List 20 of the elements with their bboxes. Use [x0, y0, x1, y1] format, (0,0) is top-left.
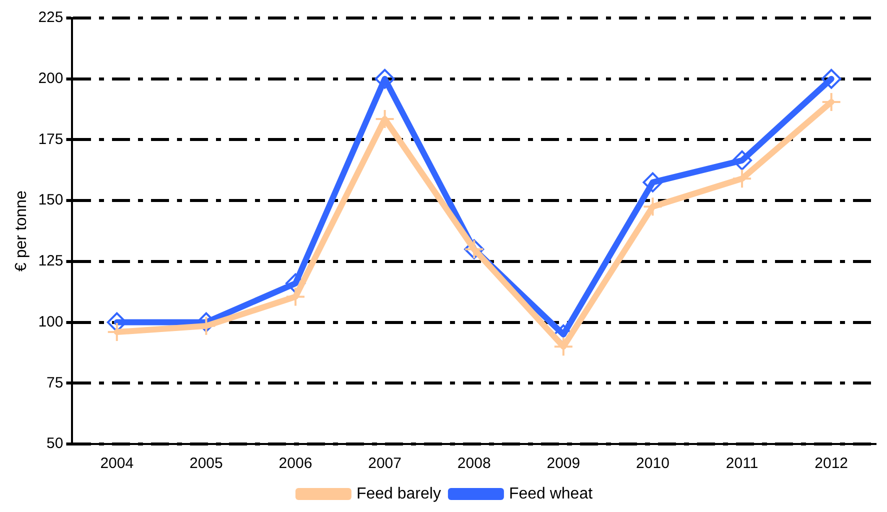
- legend-label: Feed barely: [356, 485, 441, 502]
- x-tick-label: 2011: [726, 455, 758, 472]
- x-tick-label: 2010: [636, 455, 670, 472]
- x-tick-label: 2004: [100, 455, 134, 472]
- y-axis-title: € per tonne: [13, 190, 30, 272]
- x-tick-label: 2007: [368, 455, 402, 472]
- x-tick-label: 2009: [546, 455, 580, 472]
- y-tick-label: 125: [38, 252, 64, 270]
- y-tick-label: 75: [46, 374, 64, 392]
- x-tick-label: 2008: [457, 455, 491, 472]
- y-tick-label: 225: [38, 9, 64, 26]
- x-tick-label: 2005: [190, 455, 223, 472]
- y-tick-label: 100: [38, 313, 64, 330]
- y-tick-label: 50: [46, 435, 64, 452]
- legend-label: Feed wheat: [508, 485, 594, 502]
- y-tick-label: 150: [38, 192, 64, 209]
- y-tick-label: 200: [38, 70, 64, 87]
- x-tick-label: 2012: [814, 455, 848, 472]
- y-tick-label: 175: [38, 130, 64, 148]
- x-tick-label: 2006: [278, 455, 312, 472]
